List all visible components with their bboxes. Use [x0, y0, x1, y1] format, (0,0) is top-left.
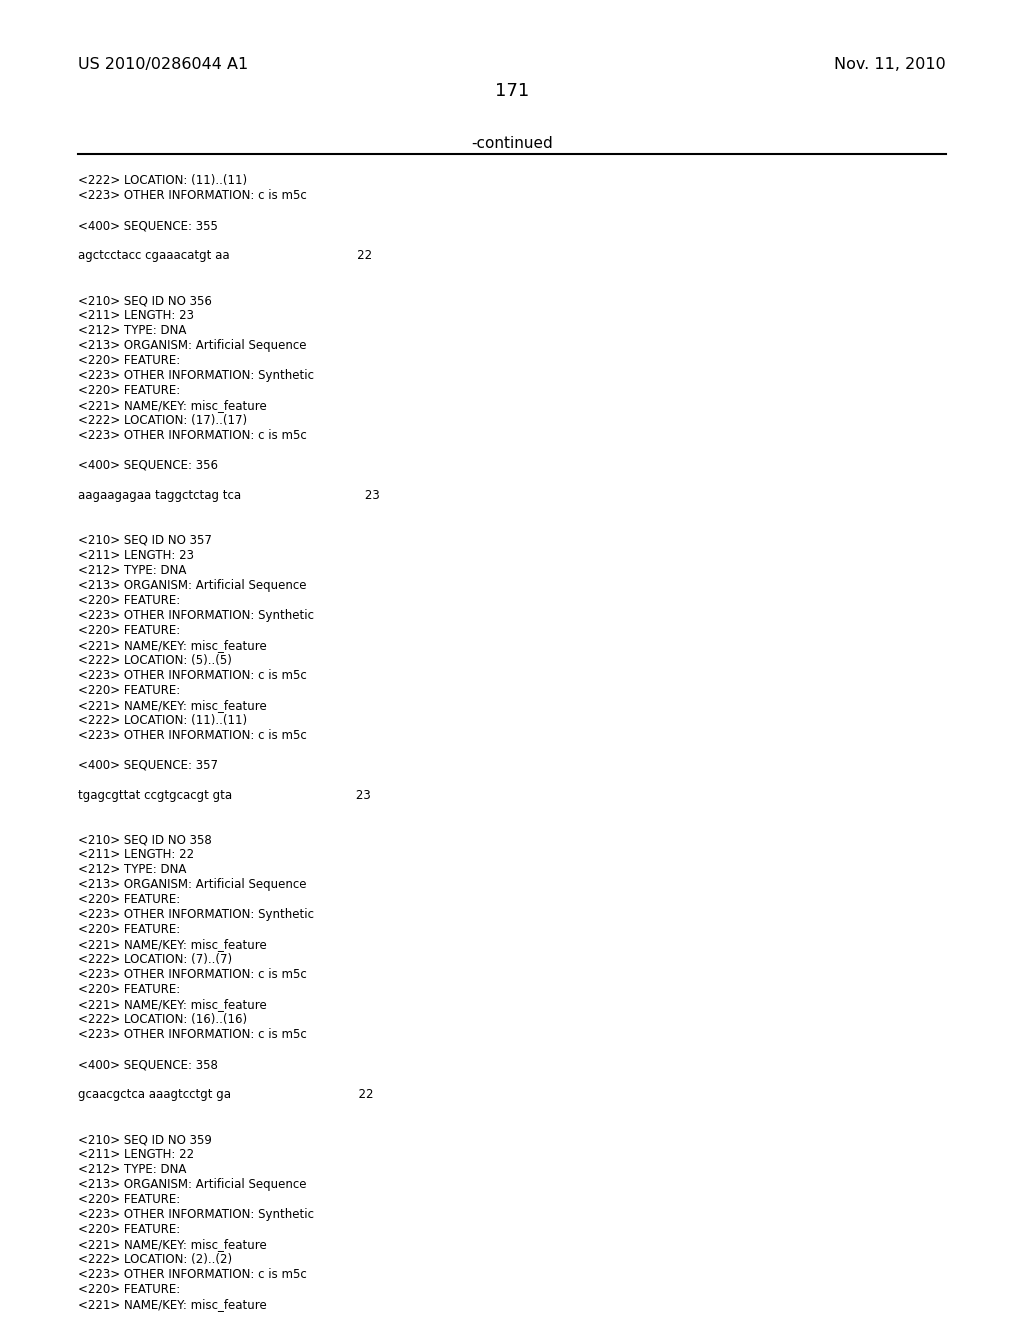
Text: <400> SEQUENCE: 356: <400> SEQUENCE: 356	[78, 459, 218, 471]
Text: <220> FEATURE:: <220> FEATURE:	[78, 983, 180, 997]
Text: <221> NAME/KEY: misc_feature: <221> NAME/KEY: misc_feature	[78, 1298, 266, 1311]
Text: <213> ORGANISM: Artificial Sequence: <213> ORGANISM: Artificial Sequence	[78, 1177, 306, 1191]
Text: <220> FEATURE:: <220> FEATURE:	[78, 1222, 180, 1236]
Text: <223> OTHER INFORMATION: c is m5c: <223> OTHER INFORMATION: c is m5c	[78, 669, 306, 681]
Text: aagaagagaa taggctctag tca                                 23: aagaagagaa taggctctag tca 23	[78, 488, 380, 502]
Text: agctcctacc cgaaacatgt aa                                  22: agctcctacc cgaaacatgt aa 22	[78, 249, 372, 263]
Text: <220> FEATURE:: <220> FEATURE:	[78, 923, 180, 936]
Text: <220> FEATURE:: <220> FEATURE:	[78, 594, 180, 607]
Text: <210> SEQ ID NO 359: <210> SEQ ID NO 359	[78, 1133, 212, 1146]
Text: <220> FEATURE:: <220> FEATURE:	[78, 684, 180, 697]
Text: <213> ORGANISM: Artificial Sequence: <213> ORGANISM: Artificial Sequence	[78, 578, 306, 591]
Text: <221> NAME/KEY: misc_feature: <221> NAME/KEY: misc_feature	[78, 399, 266, 412]
Text: <210> SEQ ID NO 357: <210> SEQ ID NO 357	[78, 533, 212, 546]
Text: <223> OTHER INFORMATION: c is m5c: <223> OTHER INFORMATION: c is m5c	[78, 729, 306, 742]
Text: <222> LOCATION: (11)..(11): <222> LOCATION: (11)..(11)	[78, 174, 247, 187]
Text: <222> LOCATION: (11)..(11): <222> LOCATION: (11)..(11)	[78, 714, 247, 726]
Text: gcaacgctca aaagtcctgt ga                                  22: gcaacgctca aaagtcctgt ga 22	[78, 1088, 374, 1101]
Text: <223> OTHER INFORMATION: c is m5c: <223> OTHER INFORMATION: c is m5c	[78, 1269, 306, 1280]
Text: <400> SEQUENCE: 357: <400> SEQUENCE: 357	[78, 759, 218, 771]
Text: <213> ORGANISM: Artificial Sequence: <213> ORGANISM: Artificial Sequence	[78, 878, 306, 891]
Text: <211> LENGTH: 23: <211> LENGTH: 23	[78, 549, 194, 562]
Text: <212> TYPE: DNA: <212> TYPE: DNA	[78, 1163, 186, 1176]
Text: <212> TYPE: DNA: <212> TYPE: DNA	[78, 564, 186, 577]
Text: <220> FEATURE:: <220> FEATURE:	[78, 1193, 180, 1206]
Text: <223> OTHER INFORMATION: c is m5c: <223> OTHER INFORMATION: c is m5c	[78, 1028, 306, 1041]
Text: <212> TYPE: DNA: <212> TYPE: DNA	[78, 863, 186, 876]
Text: <221> NAME/KEY: misc_feature: <221> NAME/KEY: misc_feature	[78, 939, 266, 952]
Text: <221> NAME/KEY: misc_feature: <221> NAME/KEY: misc_feature	[78, 639, 266, 652]
Text: <223> OTHER INFORMATION: c is m5c: <223> OTHER INFORMATION: c is m5c	[78, 969, 306, 981]
Text: <210> SEQ ID NO 358: <210> SEQ ID NO 358	[78, 833, 212, 846]
Text: <400> SEQUENCE: 358: <400> SEQUENCE: 358	[78, 1059, 218, 1071]
Text: <220> FEATURE:: <220> FEATURE:	[78, 354, 180, 367]
Text: <220> FEATURE:: <220> FEATURE:	[78, 384, 180, 397]
Text: <211> LENGTH: 23: <211> LENGTH: 23	[78, 309, 194, 322]
Text: <222> LOCATION: (5)..(5): <222> LOCATION: (5)..(5)	[78, 653, 231, 667]
Text: <220> FEATURE:: <220> FEATURE:	[78, 1283, 180, 1296]
Text: <222> LOCATION: (2)..(2): <222> LOCATION: (2)..(2)	[78, 1253, 232, 1266]
Text: <220> FEATURE:: <220> FEATURE:	[78, 623, 180, 636]
Text: -continued: -continued	[471, 136, 553, 150]
Text: <211> LENGTH: 22: <211> LENGTH: 22	[78, 1148, 194, 1162]
Text: <213> ORGANISM: Artificial Sequence: <213> ORGANISM: Artificial Sequence	[78, 339, 306, 352]
Text: US 2010/0286044 A1: US 2010/0286044 A1	[78, 58, 248, 73]
Text: <211> LENGTH: 22: <211> LENGTH: 22	[78, 849, 194, 862]
Text: <220> FEATURE:: <220> FEATURE:	[78, 894, 180, 907]
Text: <223> OTHER INFORMATION: Synthetic: <223> OTHER INFORMATION: Synthetic	[78, 609, 313, 622]
Text: 171: 171	[495, 82, 529, 100]
Text: <221> NAME/KEY: misc_feature: <221> NAME/KEY: misc_feature	[78, 998, 266, 1011]
Text: tgagcgttat ccgtgcacgt gta                                 23: tgagcgttat ccgtgcacgt gta 23	[78, 788, 371, 801]
Text: <222> LOCATION: (7)..(7): <222> LOCATION: (7)..(7)	[78, 953, 232, 966]
Text: Nov. 11, 2010: Nov. 11, 2010	[835, 58, 946, 73]
Text: <221> NAME/KEY: misc_feature: <221> NAME/KEY: misc_feature	[78, 698, 266, 711]
Text: <223> OTHER INFORMATION: Synthetic: <223> OTHER INFORMATION: Synthetic	[78, 370, 313, 381]
Text: <223> OTHER INFORMATION: c is m5c: <223> OTHER INFORMATION: c is m5c	[78, 429, 306, 442]
Text: <223> OTHER INFORMATION: c is m5c: <223> OTHER INFORMATION: c is m5c	[78, 189, 306, 202]
Text: <221> NAME/KEY: misc_feature: <221> NAME/KEY: misc_feature	[78, 1238, 266, 1251]
Text: <223> OTHER INFORMATION: Synthetic: <223> OTHER INFORMATION: Synthetic	[78, 1208, 313, 1221]
Text: <222> LOCATION: (16)..(16): <222> LOCATION: (16)..(16)	[78, 1014, 247, 1026]
Text: <210> SEQ ID NO 356: <210> SEQ ID NO 356	[78, 294, 212, 308]
Text: <222> LOCATION: (17)..(17): <222> LOCATION: (17)..(17)	[78, 414, 247, 426]
Text: <223> OTHER INFORMATION: Synthetic: <223> OTHER INFORMATION: Synthetic	[78, 908, 313, 921]
Text: <212> TYPE: DNA: <212> TYPE: DNA	[78, 323, 186, 337]
Text: <400> SEQUENCE: 355: <400> SEQUENCE: 355	[78, 219, 218, 232]
